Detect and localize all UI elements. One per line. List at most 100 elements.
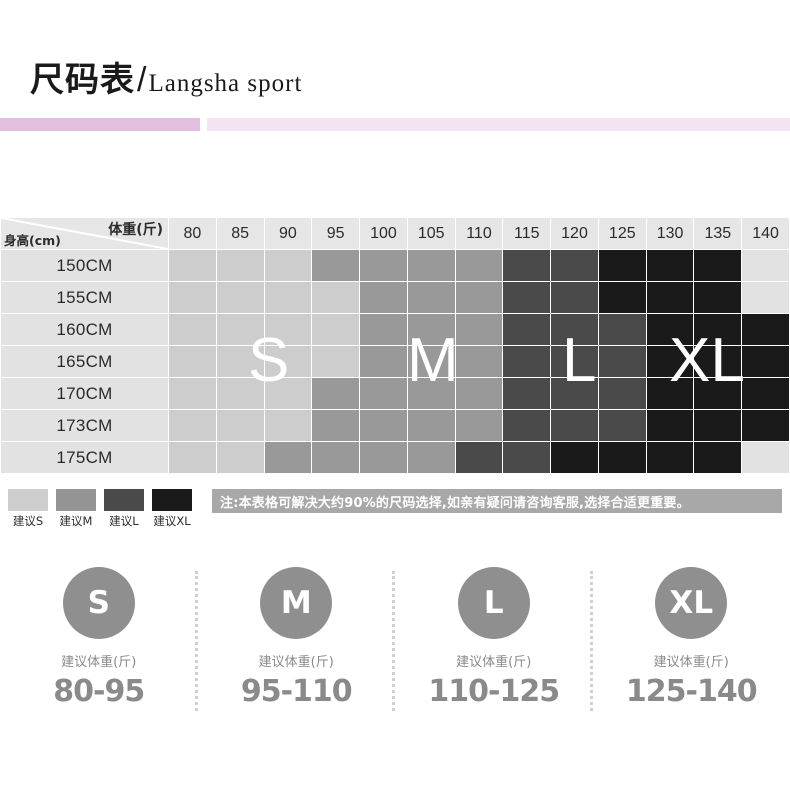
size-cell-s — [312, 346, 360, 377]
size-cell-m — [360, 346, 407, 377]
size-cell-l — [503, 282, 551, 313]
size-cell-l — [503, 442, 551, 473]
recommended-weight-label: 建议体重(斤) — [258, 655, 334, 670]
size-cell-m — [312, 250, 360, 281]
table-row: 150CM — [1, 250, 789, 281]
legend-label-s: 建议S — [12, 514, 44, 528]
size-cell-m — [312, 442, 360, 473]
title-english: Langsha sport — [148, 70, 303, 97]
size-cell-s — [264, 282, 312, 313]
page-header: 尺码表 / Langsha sport — [0, 52, 790, 112]
size-cell-m — [455, 282, 503, 313]
recommended-weight-label: 建议体重(斤) — [653, 655, 729, 670]
size-badge-label: L — [483, 584, 504, 621]
size-cell-s — [169, 410, 216, 441]
size-card: S 建议体重(斤) 80-95 — [0, 563, 198, 733]
size-badge: S — [62, 567, 135, 639]
weight-column-header: 140 — [742, 218, 789, 249]
size-cell-l — [455, 442, 503, 473]
legend-label-l: 建议L — [109, 514, 139, 528]
size-cell-xl — [742, 378, 789, 409]
weight-column-header: 80 — [169, 218, 216, 249]
size-cell-m — [455, 346, 503, 377]
size-cell-l — [598, 410, 646, 441]
size-cell-xl — [646, 410, 694, 441]
weight-column-header: 120 — [551, 218, 598, 249]
size-cell-m — [312, 410, 360, 441]
legend-swatch-xl — [152, 489, 192, 511]
table-header-row: 体重(斤) 身高(cm) 80 85 90 95 100 105 110 115 120 125 1… — [1, 218, 789, 249]
size-cell-s — [216, 410, 264, 441]
size-cell-l — [503, 314, 551, 345]
size-cell-s — [312, 314, 360, 345]
table-row: 170CM — [1, 378, 789, 409]
size-cell-xl — [646, 346, 694, 377]
size-cell-s — [169, 250, 216, 281]
size-cell-m — [407, 346, 455, 377]
size-cell-s — [216, 378, 264, 409]
size-badge: L — [457, 567, 530, 639]
recommended-weight-range: 110-125 — [428, 674, 560, 709]
size-cell-m — [407, 250, 455, 281]
size-cell-xl — [598, 442, 646, 473]
size-cell-m — [264, 442, 312, 473]
legend-label-m: 建议M — [59, 514, 93, 528]
size-cell-s — [169, 378, 216, 409]
table-row: 155CM — [1, 282, 789, 313]
size-table-wrapper: 体重(斤) 身高(cm) 80 85 90 95 100 105 110 115 120 125 1… — [0, 217, 790, 474]
note-banner: 注:本表格可解决大约90%的尺码选择,如亲有疑问请咨询客服,选择合适更重要。 — [212, 489, 782, 513]
height-axis-label: 身高(cm) — [4, 233, 61, 248]
height-row-header: 170CM — [1, 378, 168, 409]
legend-swatch-s — [8, 489, 48, 511]
size-cell-s — [216, 282, 264, 313]
recommended-weight-label: 建议体重(斤) — [61, 655, 137, 670]
size-cell-s — [264, 378, 312, 409]
size-cell-xl — [694, 442, 742, 473]
size-cell-l — [551, 346, 598, 377]
size-cell-xl — [646, 250, 694, 281]
size-cell-l — [551, 378, 598, 409]
recommended-weight-range: 95-110 — [240, 674, 353, 709]
legend-swatch-l — [104, 489, 144, 511]
legend-swatch-m — [56, 489, 96, 511]
size-badge-label: XL — [669, 584, 714, 621]
size-cell-xl — [694, 282, 742, 313]
size-badge-label: S — [87, 584, 110, 621]
size-cell-l — [551, 282, 598, 313]
size-cell-s — [169, 314, 216, 345]
card-divider — [194, 571, 198, 711]
weight-column-header: 135 — [694, 218, 742, 249]
height-row-header: 160CM — [1, 314, 168, 345]
weight-column-header: 130 — [646, 218, 694, 249]
size-card: L 建议体重(斤) 110-125 — [395, 563, 593, 733]
size-cell-xl — [646, 282, 694, 313]
size-cell-m — [407, 282, 455, 313]
table-row: 165CM — [1, 346, 789, 377]
size-badge: XL — [655, 567, 728, 639]
size-table: 体重(斤) 身高(cm) 80 85 90 95 100 105 110 115 120 125 1… — [0, 217, 790, 474]
size-cell-xl — [694, 410, 742, 441]
size-cell-m — [407, 378, 455, 409]
card-divider — [589, 571, 593, 711]
height-row-header: 155CM — [1, 282, 168, 313]
legend-labels: 建议S 建议M 建议L 建议XL — [8, 513, 208, 529]
size-cell-m — [360, 250, 407, 281]
size-cell-xl — [598, 282, 646, 313]
size-cell-xl — [742, 410, 789, 441]
size-cell-m — [360, 410, 407, 441]
size-cell-m — [360, 442, 407, 473]
size-cell-m — [455, 250, 503, 281]
size-cell-s — [169, 282, 216, 313]
title-separator: / — [137, 61, 147, 99]
size-cell-l — [503, 410, 551, 441]
decorative-bar-left — [0, 118, 200, 131]
size-cell-m — [360, 282, 407, 313]
size-cell-s — [216, 442, 264, 473]
size-cell-l — [598, 378, 646, 409]
size-cell-xl — [551, 442, 598, 473]
weight-column-header: 100 — [360, 218, 407, 249]
size-badge: M — [260, 567, 333, 639]
legend-label-xl: 建议XL — [153, 514, 191, 528]
size-cell-s — [216, 250, 264, 281]
